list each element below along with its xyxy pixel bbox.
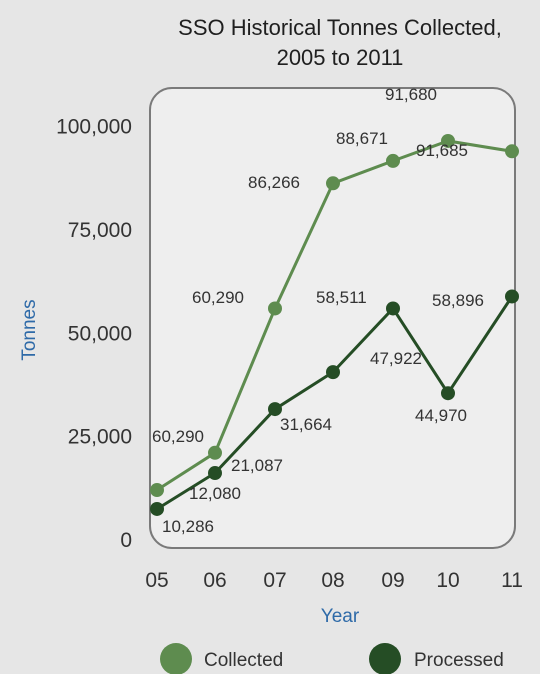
data-point-processed [208, 466, 222, 481]
data-label-processed: 58,896 [432, 291, 484, 310]
x-tick-label: 10 [436, 569, 459, 592]
plot-area [149, 87, 516, 549]
data-point-collected [326, 176, 340, 191]
legend-marker-processed [369, 643, 401, 674]
data-label-processed: 47,922 [370, 349, 422, 368]
data-label-collected: 91,680 [385, 85, 437, 104]
x-tick-label: 06 [203, 569, 226, 592]
data-label-processed: 58,511 [316, 288, 367, 307]
data-label-collected: 60,290 [192, 288, 244, 307]
data-point-collected [268, 301, 282, 316]
data-point-collected [208, 445, 222, 460]
data-point-processed [326, 365, 340, 380]
chart-title-line-2: 2005 to 2011 [277, 45, 404, 70]
data-label-collected: 12,080 [189, 484, 241, 503]
y-axis-ticks: 0 25,000 50,000 75,000 100,000 [56, 116, 132, 553]
y-axis-label: Tonnes [19, 299, 40, 360]
data-label-processed: 21,087 [231, 456, 283, 475]
series-points [150, 133, 519, 516]
data-label-collected: 88,671 [336, 129, 388, 148]
y-tick-label: 25,000 [68, 426, 132, 449]
x-axis-ticks: 05 06 07 08 09 10 11 [145, 569, 523, 592]
data-label-processed: 31,664 [280, 415, 332, 434]
legend-label-collected: Collected [204, 650, 283, 671]
x-tick-label: 09 [381, 569, 404, 592]
data-point-processed [441, 386, 455, 401]
legend-marker-collected [160, 643, 192, 674]
x-axis-label: Year [321, 606, 360, 627]
data-label-processed: 10,286 [162, 517, 214, 536]
data-point-processed [386, 301, 400, 316]
data-point-collected [386, 153, 400, 168]
y-tick-label: 50,000 [68, 322, 132, 345]
data-label-processed: 44,970 [415, 406, 467, 425]
y-tick-label: 75,000 [68, 219, 132, 242]
x-tick-label: 11 [501, 569, 523, 592]
y-tick-label: 0 [120, 529, 132, 552]
data-label-collected: 91,685 [416, 141, 468, 160]
data-point-processed [268, 402, 282, 417]
chart-title-line-1: SSO Historical Tonnes Collected, [178, 15, 502, 40]
y-tick-label: 100,000 [56, 116, 132, 139]
data-labels: 12,080 60,290 60,290 86,266 88,671 91,680 91,6… [152, 85, 484, 536]
x-tick-label: 07 [263, 569, 286, 592]
data-label-collected: 86,266 [248, 173, 300, 192]
data-point-collected [441, 133, 455, 148]
data-point-processed [150, 501, 164, 516]
data-point-processed [505, 289, 519, 304]
x-tick-label: 05 [145, 569, 168, 592]
x-tick-label: 08 [321, 569, 344, 592]
data-label-collected: 60,290 [152, 427, 204, 446]
data-point-collected [505, 144, 519, 159]
data-point-collected [150, 483, 164, 498]
legend: Collected Processed [160, 643, 504, 674]
legend-label-processed: Processed [414, 650, 504, 671]
